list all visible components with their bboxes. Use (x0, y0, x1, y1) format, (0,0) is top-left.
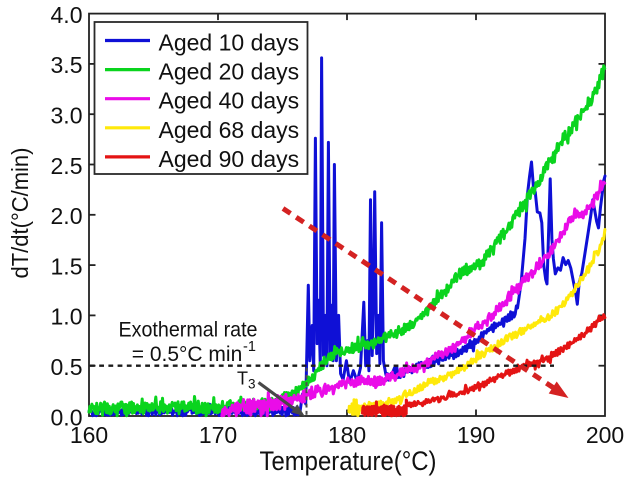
svg-text:Aged 68 days: Aged 68 days (159, 117, 300, 143)
svg-text:Aged 40 days: Aged 40 days (159, 88, 300, 114)
svg-text:Aged 20 days: Aged 20 days (159, 59, 300, 85)
svg-text:190: 190 (457, 422, 495, 448)
svg-text:180: 180 (328, 422, 366, 448)
svg-text:2.0: 2.0 (51, 203, 83, 229)
svg-text:3.0: 3.0 (51, 103, 83, 129)
svg-text:0.5: 0.5 (51, 354, 83, 380)
svg-text:1.5: 1.5 (51, 253, 83, 279)
svg-text:-1: -1 (243, 339, 256, 355)
svg-text:= 0.5°C min: = 0.5°C min (132, 343, 243, 366)
svg-text:4.0: 4.0 (51, 2, 83, 28)
svg-text:170: 170 (199, 422, 237, 448)
svg-text:Aged 10 days: Aged 10 days (159, 30, 300, 56)
svg-text:200: 200 (586, 422, 624, 448)
svg-text:2.5: 2.5 (51, 153, 83, 179)
svg-text:dT/dt(°C/min): dT/dt(°C/min) (7, 148, 33, 279)
svg-text:3.5: 3.5 (51, 52, 83, 78)
svg-text:Aged 90 days: Aged 90 days (159, 146, 300, 172)
svg-text:160: 160 (70, 422, 108, 448)
svg-text:Exothermal rate: Exothermal rate (119, 319, 258, 342)
svg-text:1.0: 1.0 (51, 304, 83, 330)
svg-text:0.0: 0.0 (51, 404, 83, 430)
svg-text:Temperature(°C): Temperature(°C) (260, 446, 437, 476)
